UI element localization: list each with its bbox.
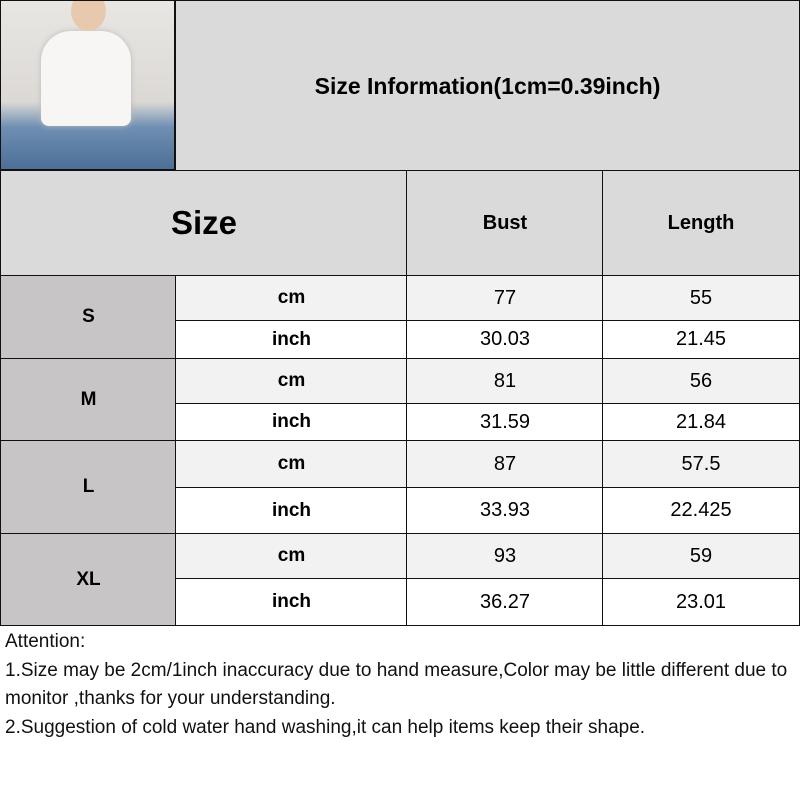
attention-line-1: 1.Size may be 2cm/1inch inaccuracy due t… (5, 659, 788, 710)
bust-value: 77 (406, 275, 604, 321)
length-value: 22.425 (602, 487, 800, 534)
bust-value: 33.93 (406, 487, 604, 534)
product-photo (0, 0, 175, 170)
bust-value: 31.59 (406, 403, 604, 441)
length-value: 21.45 (602, 320, 800, 359)
chart-title: Size Information(1cm=0.39inch) (175, 0, 800, 172)
attention-notes: Attention: 1.Size may be 2cm/1inch inacc… (5, 628, 795, 742)
attention-heading: Attention: (5, 631, 86, 652)
unit-label: cm (175, 358, 408, 404)
bust-value: 36.27 (406, 578, 604, 626)
length-value: 21.84 (602, 403, 800, 441)
unit-label: inch (175, 403, 408, 441)
length-value: 57.5 (602, 440, 800, 488)
size-label: XL (0, 533, 177, 626)
unit-label: inch (175, 578, 408, 626)
attention-line-2: 2.Suggestion of cold water hand washing,… (5, 716, 646, 738)
bust-value: 30.03 (406, 320, 604, 359)
size-label: M (0, 358, 177, 441)
bust-value: 87 (406, 440, 604, 488)
bust-value: 93 (406, 533, 604, 579)
unit-label: cm (175, 533, 408, 579)
unit-label: cm (175, 440, 408, 488)
length-value: 55 (602, 275, 800, 321)
size-label: S (0, 275, 177, 359)
unit-label: inch (175, 487, 408, 534)
size-label: L (0, 440, 177, 534)
length-value: 59 (602, 533, 800, 579)
header-size: Size (0, 170, 408, 276)
length-value: 23.01 (602, 578, 800, 626)
header-length: Length (602, 170, 800, 276)
bust-value: 81 (406, 358, 604, 404)
header-bust: Bust (406, 170, 604, 276)
unit-label: cm (175, 275, 408, 321)
unit-label: inch (175, 320, 408, 359)
length-value: 56 (602, 358, 800, 404)
